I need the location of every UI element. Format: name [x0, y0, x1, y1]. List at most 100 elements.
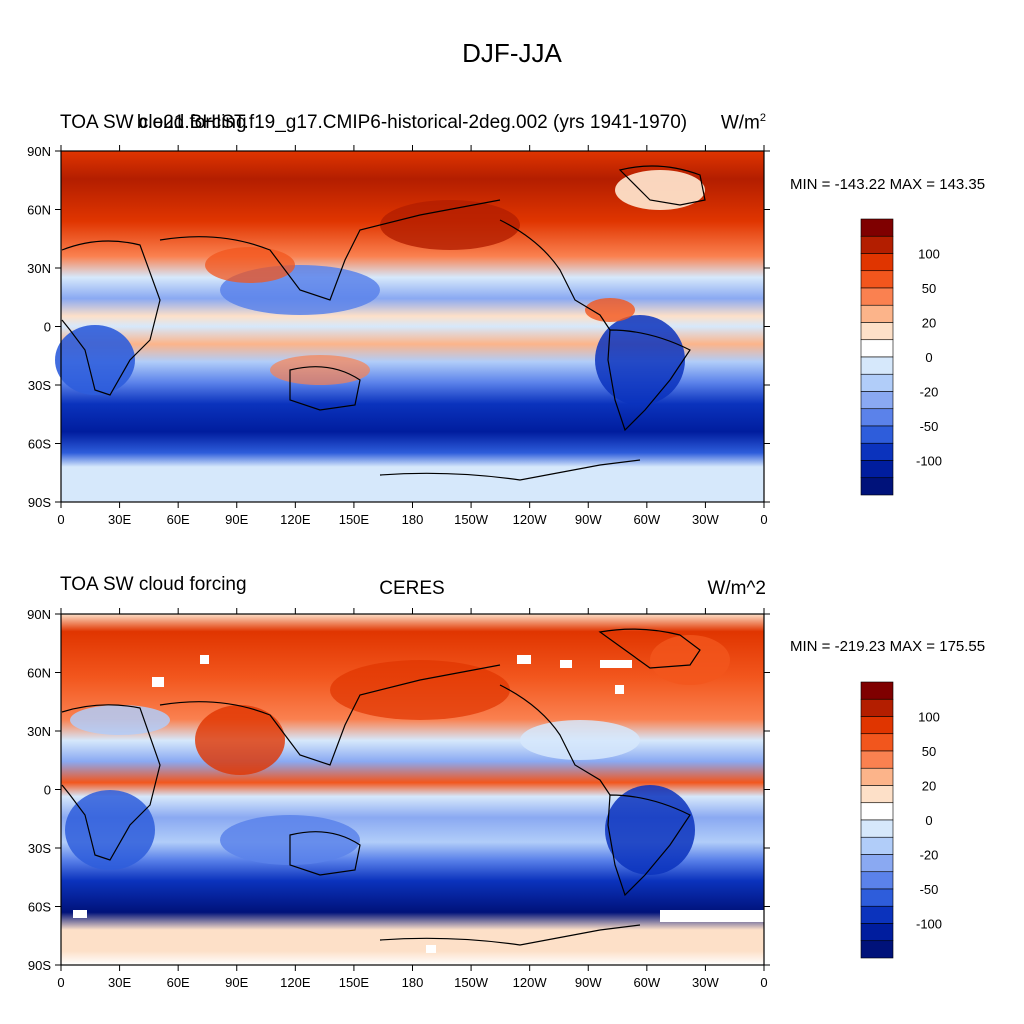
x-tick-label: 0 — [57, 975, 64, 990]
panel1-left-title: TOA SW cloud forcing — [60, 112, 247, 133]
colorbar-label: -100 — [916, 454, 942, 469]
x-tick-label: 60E — [167, 975, 190, 990]
colorbar-swatch — [860, 819, 894, 838]
x-tick-label: 90W — [575, 512, 602, 527]
x-tick-label: 120W — [513, 975, 548, 990]
colorbar-swatch — [860, 339, 894, 358]
colorbar-swatch — [860, 923, 894, 942]
colorbar-swatch — [860, 802, 894, 821]
main-title: DJF-JJA — [462, 38, 562, 68]
panel1-colorbar: 100 50 20 0 -20 -50 -100 — [860, 218, 942, 496]
colorbar-swatch — [860, 425, 894, 444]
panel1-units: W/m2 — [720, 112, 766, 134]
x-tick-label: 90W — [575, 975, 602, 990]
colorbar-swatch — [860, 356, 894, 375]
colorbar-label: 100 — [918, 247, 940, 262]
y-tick-label: 60N — [27, 203, 51, 218]
x-tick-label: 30E — [108, 975, 131, 990]
x-tick-label: 0 — [760, 512, 767, 527]
colorbar-label: -100 — [916, 917, 942, 932]
x-tick-label: 150E — [339, 512, 370, 527]
x-tick-label: 180 — [402, 975, 424, 990]
panel2-minmax: MIN = -219.23 MAX = 175.55 — [790, 638, 986, 655]
colorbar-swatch — [860, 940, 894, 959]
panel1-center-title: b.e21.BHIST.f19_g17.CMIP6-historical-2de… — [136, 112, 688, 133]
y-tick-label: 60S — [28, 900, 51, 915]
x-tick-label: 30W — [692, 975, 719, 990]
y-tick-label: 30S — [28, 841, 51, 856]
colorbar-swatch — [860, 408, 894, 427]
colorbar-label: -50 — [920, 419, 939, 434]
x-tick-label: 60E — [167, 512, 190, 527]
colorbar-swatch — [860, 716, 894, 735]
y-tick-label: 90N — [27, 144, 51, 159]
colorbar-swatch — [860, 304, 894, 323]
x-tick-label: 30W — [692, 512, 719, 527]
panel2-map — [60, 613, 765, 966]
y-tick-label: 30N — [27, 261, 51, 276]
colorbar-label: 0 — [925, 813, 932, 828]
colorbar-swatch — [860, 767, 894, 786]
colorbar-swatch — [860, 460, 894, 479]
x-tick-label: 30E — [108, 512, 131, 527]
y-tick-label: 90N — [27, 607, 51, 622]
colorbar-swatch — [860, 235, 894, 254]
colorbar-label: -50 — [920, 882, 939, 897]
x-tick-label: 0 — [57, 512, 64, 527]
colorbar-swatch — [860, 871, 894, 890]
panel2-colorbar: 100 50 20 0 -20 -50 -100 — [860, 681, 942, 959]
colorbar-label: 100 — [918, 710, 940, 725]
x-tick-label: 60W — [633, 512, 660, 527]
x-tick-label: 120W — [513, 512, 548, 527]
x-tick-label: 150W — [454, 975, 489, 990]
colorbar-label: 50 — [922, 744, 936, 759]
y-tick-label: 0 — [44, 320, 51, 335]
x-tick-label: 90E — [225, 512, 248, 527]
panel2-left-title: TOA SW cloud forcing — [60, 574, 247, 595]
x-tick-label: 150W — [454, 512, 489, 527]
colorbar-swatch — [860, 253, 894, 272]
x-tick-label: 150E — [339, 975, 370, 990]
colorbar-swatch — [860, 681, 894, 700]
colorbar-swatch — [860, 733, 894, 752]
x-tick-label: 60W — [633, 975, 660, 990]
panel2-center-title: CERES — [379, 578, 445, 599]
colorbar-swatch — [860, 698, 894, 717]
colorbar-label: -20 — [920, 848, 939, 863]
y-tick-label: 30S — [28, 378, 51, 393]
y-tick-label: 60N — [27, 666, 51, 681]
colorbar-swatch — [860, 854, 894, 873]
colorbar-swatch — [860, 373, 894, 392]
colorbar-label: 20 — [922, 316, 936, 331]
colorbar-swatch — [860, 836, 894, 855]
x-tick-label: 120E — [280, 975, 311, 990]
y-tick-label: 90S — [28, 958, 51, 973]
colorbar-swatch — [860, 750, 894, 769]
colorbar-swatch — [860, 391, 894, 410]
y-tick-label: 30N — [27, 724, 51, 739]
axes-layer: 0 30E 60E 90E 120E 150E 180 150W 120W 90W 60W 30W 09… — [27, 144, 770, 990]
colorbar-swatch — [860, 322, 894, 341]
colorbar-swatch — [860, 270, 894, 289]
colorbar-swatch — [860, 888, 894, 907]
colorbar-label: 50 — [922, 281, 936, 296]
panel2-units: W/m^2 — [707, 578, 766, 599]
colorbar-swatch — [860, 442, 894, 461]
colorbar-swatch — [860, 785, 894, 804]
x-tick-label: 90E — [225, 975, 248, 990]
y-tick-label: 60S — [28, 437, 51, 452]
colorbar-label: 20 — [922, 779, 936, 794]
x-tick-label: 0 — [760, 975, 767, 990]
colorbar-swatch — [860, 218, 894, 237]
colorbar-swatch — [860, 287, 894, 306]
colorbar-label: -20 — [920, 385, 939, 400]
colorbar-swatch — [860, 905, 894, 924]
colorbar-swatch — [860, 477, 894, 496]
panel1-minmax: MIN = -143.22 MAX = 143.35 — [790, 176, 986, 193]
x-tick-label: 180 — [402, 512, 424, 527]
panel1-coastlines — [61, 165, 706, 481]
panel2-coastlines — [61, 628, 701, 946]
x-tick-label: 120E — [280, 512, 311, 527]
y-tick-label: 90S — [28, 495, 51, 510]
